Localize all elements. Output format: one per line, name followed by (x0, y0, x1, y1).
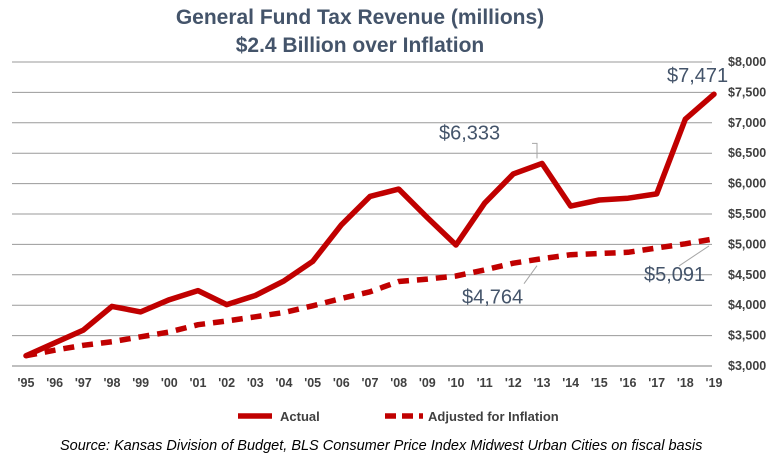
x-tick-label: '15 (591, 376, 608, 390)
chart-title-line: General Fund Tax Revenue (millions) (175, 6, 545, 29)
y-tick-label: $8,000 (728, 55, 766, 69)
x-tick-label: '03 (247, 376, 264, 390)
x-tick-label: '14 (562, 376, 579, 390)
data-callout-label: $4,764 (462, 287, 523, 309)
x-tick-label: '16 (620, 376, 637, 390)
y-tick-label: $3,500 (728, 329, 766, 343)
y-tick-label: $7,000 (728, 116, 766, 130)
x-tick-label: '97 (75, 376, 92, 390)
x-tick-label: '02 (218, 376, 235, 390)
series-line-inflation-adjusted (25, 236, 715, 359)
y-tick-label: $7,500 (728, 85, 766, 99)
callout-leader-line (532, 142, 538, 159)
callout-leader-line (523, 265, 538, 284)
x-tick-label: '09 (419, 376, 436, 390)
callout-leader-line (678, 245, 710, 267)
x-tick-label: '00 (161, 376, 178, 390)
x-tick-label: '06 (333, 376, 350, 390)
legend-label: Actual (280, 409, 320, 424)
x-tick-label: '18 (677, 376, 694, 390)
chart-subtitle: $2.4 Billion over Inflation (235, 34, 485, 57)
x-tick-label: '17 (648, 376, 665, 390)
x-tick-label: '04 (276, 376, 293, 390)
y-tick-label: $5,000 (728, 237, 766, 251)
x-tick-label: '98 (104, 376, 121, 390)
y-tick-label: $3,000 (728, 359, 766, 373)
x-tick-label: '99 (132, 376, 149, 390)
source-note: Source: Kansas Division of Budget, BLS C… (60, 438, 703, 454)
data-callout-label: $7,471 (667, 65, 728, 87)
x-tick-label: '05 (304, 376, 321, 390)
x-tick-label: '11 (477, 376, 493, 390)
y-tick-label: $5,500 (728, 207, 766, 221)
x-tick-label: '95 (18, 376, 35, 390)
x-tick-label: '08 (390, 376, 407, 390)
chart-title: General Fund Tax Revenue (millions) $2.4… (0, 4, 720, 60)
x-tick-label: '96 (46, 376, 63, 390)
series-line-actual (23, 91, 717, 359)
x-tick-label: '12 (505, 376, 522, 390)
data-callout-label: $6,333 (439, 122, 500, 144)
y-tick-label: $6,000 (728, 177, 766, 191)
x-tick-label: '07 (362, 376, 379, 390)
y-tick-label: $4,000 (728, 298, 766, 312)
legend-label: Adjusted for Inflation (428, 409, 559, 424)
y-tick-label: $6,500 (728, 146, 766, 160)
data-callout-label: $5,091 (644, 264, 705, 286)
x-tick-label: '01 (190, 376, 207, 390)
y-tick-label: $4,500 (728, 268, 766, 282)
x-tick-label: '19 (706, 376, 723, 390)
x-tick-label: '13 (534, 376, 551, 390)
x-tick-label: '10 (448, 376, 465, 390)
